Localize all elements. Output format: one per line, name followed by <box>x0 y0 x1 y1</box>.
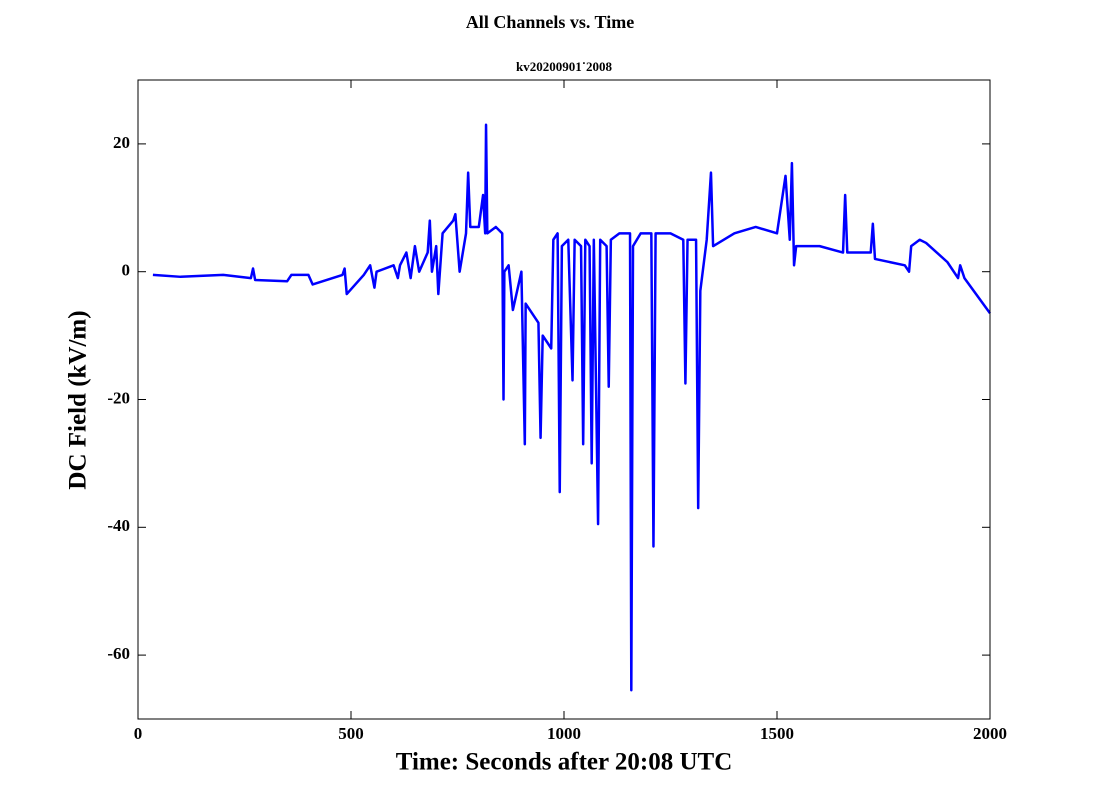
y-tick-label: 0 <box>122 261 131 280</box>
x-tick-label: 500 <box>338 724 364 743</box>
data-line <box>152 123 992 692</box>
y-tick-label: -60 <box>107 644 130 663</box>
y-tick-label: 20 <box>113 133 130 152</box>
chart-title: All Channels vs. Time <box>466 12 634 32</box>
x-tick-label: 1500 <box>760 724 794 743</box>
x-tick-label: 1000 <box>547 724 581 743</box>
x-tick-label: 2000 <box>973 724 1007 743</box>
y-axis-label: DC Field (kV/m) <box>65 310 92 489</box>
y-tick-label: -40 <box>107 516 130 535</box>
y-tick-label: -20 <box>107 388 130 407</box>
plot-frame <box>137 79 991 720</box>
x-tick-label: 0 <box>134 724 143 743</box>
x-axis-label: Time: Seconds after 20:08 UTC <box>396 749 733 776</box>
chart-subtitle: kv20200901˙2008 <box>516 59 613 74</box>
